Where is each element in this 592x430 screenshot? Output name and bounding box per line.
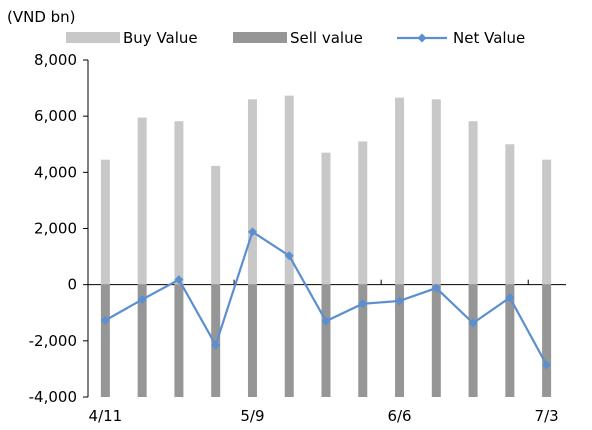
legend-sell-label: Sell value: [290, 29, 363, 47]
y-tick-label: -2,000: [29, 332, 77, 350]
buy-value-bar: [542, 159, 552, 285]
net-value-point: [321, 316, 331, 326]
sell-value-bar: [284, 284, 294, 397]
net-value-point: [542, 360, 552, 370]
legend-net-label: Net Value: [453, 29, 525, 47]
net-value-point: [211, 340, 221, 350]
sell-value-bar: [137, 284, 147, 397]
buy-value-bar: [284, 95, 294, 285]
sell-value-bar: [542, 284, 552, 397]
buy-value-bar: [505, 144, 515, 285]
legend-net-marker: [417, 33, 427, 43]
legend: Buy Value Sell value Net Value: [66, 29, 525, 47]
x-tick-label: 6/6: [387, 407, 411, 425]
buy-value-bar: [395, 97, 405, 285]
net-value-point: [137, 295, 147, 305]
legend-sell-swatch: [233, 32, 287, 43]
y-tick-label: 0: [67, 276, 77, 294]
net-value-point: [358, 299, 368, 309]
unit-label: (VND bn): [7, 8, 76, 26]
sell-value-bar: [321, 284, 331, 397]
x-tick-label: 7/3: [535, 407, 559, 425]
net-value-point: [284, 251, 294, 261]
net-value-point: [174, 275, 184, 285]
y-tick-label: 2,000: [34, 220, 77, 238]
buy-value-bar: [137, 117, 147, 285]
y-tick-label: 8,000: [34, 51, 77, 69]
sell-value-bar: [395, 284, 405, 397]
buy-value-bar: [358, 141, 368, 285]
net-value-point: [431, 283, 441, 293]
x-tick-label: 5/9: [240, 407, 264, 425]
y-tick-label: 4,000: [34, 163, 77, 181]
sell-value-bar: [100, 284, 110, 397]
net-value-point: [395, 296, 405, 306]
buy-value-bar: [431, 99, 441, 285]
net-value-point: [468, 318, 478, 328]
buy-value-bar: [321, 152, 331, 285]
sell-value-bar: [468, 284, 478, 397]
net-value-point: [505, 293, 515, 303]
sell-value-bar: [174, 284, 184, 397]
sell-value-bar: [247, 284, 257, 397]
sell-value-bar: [431, 284, 441, 397]
buy-value-bar: [211, 165, 221, 285]
legend-buy-swatch: [66, 32, 120, 43]
x-tick-label: 4/11: [89, 407, 123, 425]
buy-value-bar: [100, 159, 110, 285]
legend-buy-label: Buy Value: [123, 29, 198, 47]
axes: 8,000 6,000 4,000 2,000 0 -2,000 -4,000 4/11 5/9…: [29, 51, 566, 425]
net-value-line: [100, 227, 552, 370]
buy-value-bar: [174, 121, 184, 285]
sell-value-bar: [505, 284, 515, 397]
buy-value-bar: [468, 121, 478, 285]
net-value-point: [100, 315, 110, 325]
net-value-point: [247, 227, 257, 237]
buy-value-bar: [247, 99, 257, 285]
bars: [100, 95, 552, 397]
y-tick-label: -4,000: [29, 388, 77, 406]
y-tick-label: 6,000: [34, 107, 77, 125]
sell-value-bar: [358, 284, 368, 397]
